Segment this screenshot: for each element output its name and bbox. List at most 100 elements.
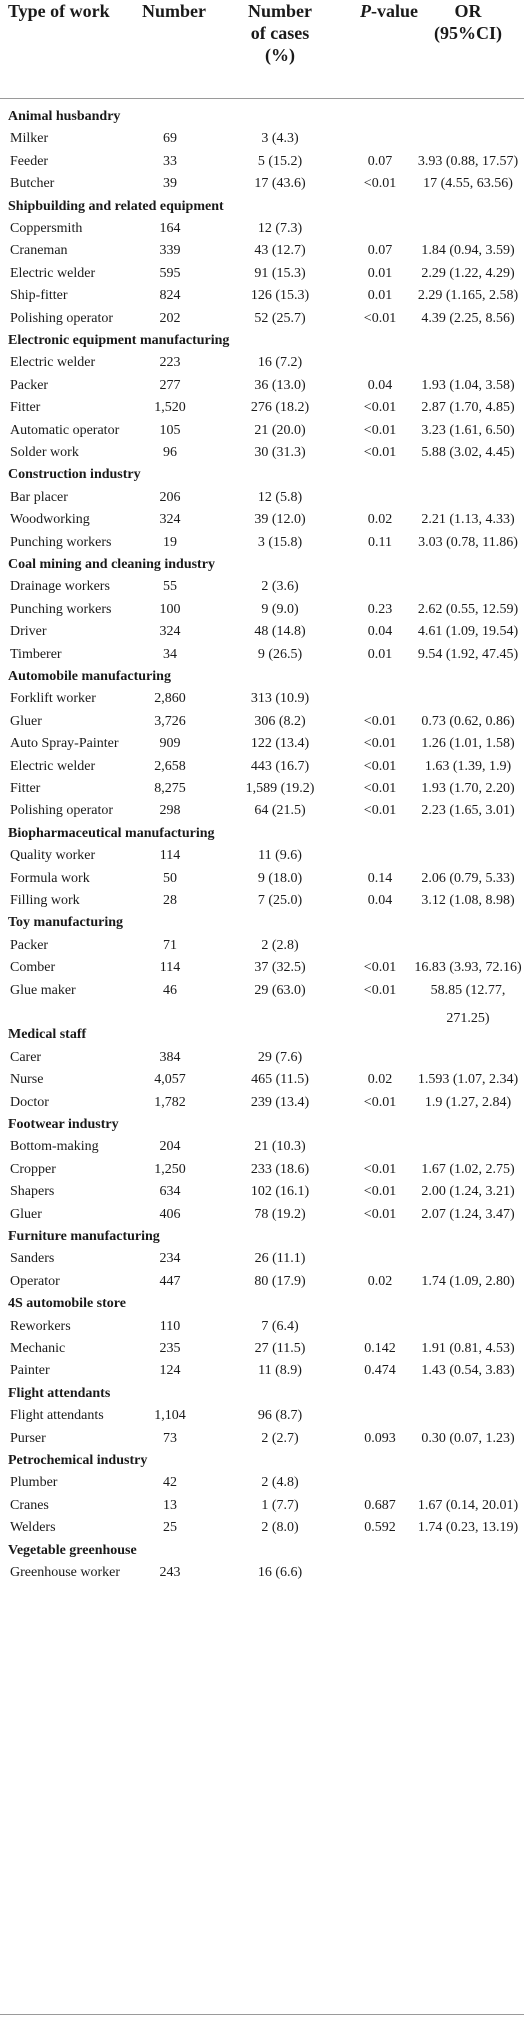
cell-p-value: 0.23	[367, 601, 393, 617]
table-row: Punching workers 100 9 (9.0) 0.23 2.62 (0.55…	[0, 596, 524, 624]
header-or-line2: (95%CI)	[434, 23, 502, 43]
cell-type-of-work: Carer	[10, 1049, 42, 1065]
table-bottom-rule	[0, 2014, 524, 2015]
cell-number-of-cases: 29 (7.6)	[257, 1049, 303, 1065]
cell-type-of-work: Forklift worker	[10, 691, 96, 707]
cell-p-value: 0.04	[367, 377, 393, 393]
cell-number: 39	[163, 176, 177, 192]
cell-number: 100	[159, 601, 181, 617]
cell-type-of-work: Driver	[10, 624, 47, 640]
cell-or: 2.29 (1.165, 2.58)	[417, 288, 519, 304]
cell-number: 46	[163, 982, 177, 998]
cell-or: 9.54 (1.92, 47.45)	[417, 646, 519, 662]
cell-type-of-work: Fitter	[10, 400, 41, 416]
cell-type-of-work: Flight attendants	[10, 1408, 104, 1424]
cell-type-of-work: Punching workers	[10, 534, 112, 550]
cell-type-of-work: Operator	[10, 1273, 60, 1289]
section-title: Shipbuilding and related equipment	[8, 198, 224, 214]
table-row: Polishing operator 298 64 (21.5) <0.01 2.23 …	[0, 797, 524, 825]
cell-number-of-cases: 443 (16.7)	[250, 758, 310, 774]
table-row: Operator 447 80 (17.9) 0.02 1.74 (1.09, 2.80…	[0, 1268, 524, 1296]
cell-number: 69	[163, 131, 177, 147]
cell-number: 33	[163, 153, 177, 169]
section-title: Footwear industry	[8, 1117, 119, 1132]
cell-number-of-cases: 2 (2.8)	[261, 937, 299, 953]
cell-p-value: 0.04	[367, 624, 393, 640]
table-row: Glue maker 46 29 (63.0) <0.01 58.85 (12.77, 2…	[0, 977, 524, 1026]
section-title: Biopharmaceutical manufacturing	[8, 825, 215, 841]
cell-number-of-cases: 306 (8.2)	[254, 713, 306, 729]
cell-type-of-work: Filling work	[10, 893, 80, 908]
cell-or: 1.26 (1.01, 1.58)	[421, 736, 515, 752]
cell-type-of-work: Auto Spray-Painter	[10, 736, 119, 752]
table-row: Greenhouse worker 243 16 (6.6)	[0, 1559, 524, 1587]
section-title: Vegetable greenhouse	[8, 1542, 137, 1558]
cell-or: 1.93 (1.04, 3.58)	[421, 377, 515, 393]
cell-number-of-cases: 2 (4.8)	[261, 1475, 299, 1491]
cell-p-value: <0.01	[363, 803, 397, 819]
cell-or: 1.63 (1.39, 1.9)	[424, 758, 512, 774]
cell-type-of-work: Greenhouse worker	[10, 1565, 121, 1580]
cell-type-of-work: Glue maker	[10, 982, 76, 998]
cell-p-value: <0.01	[363, 1184, 397, 1200]
table-row: Shapers 634 102 (16.1) <0.01 2.00 (1.24, 3.2…	[0, 1178, 524, 1206]
table-row: Automatic operator 105 21 (20.0) <0.01 3.23 …	[0, 417, 524, 445]
cell-number-of-cases: 1,589 (19.2)	[245, 781, 315, 796]
cell-or: 2.23 (1.65, 3.01)	[421, 803, 515, 819]
cell-or: 58.85 (12.77,	[430, 982, 506, 998]
cell-number: 223	[159, 355, 181, 371]
cell-p-value: 0.02	[367, 1273, 393, 1289]
cell-or: 1.74 (1.09, 2.80)	[421, 1273, 515, 1289]
cell-number: 447	[159, 1273, 181, 1289]
cell-number: 1,250	[154, 1161, 186, 1177]
cell-number: 595	[159, 265, 181, 281]
cell-number-of-cases: 36 (13.0)	[254, 377, 306, 393]
cell-type-of-work: Bottom-making	[10, 1139, 99, 1155]
header-number-of-cases: Number of cases (%)	[231, 0, 329, 66]
table-row: Mechanic 235 27 (11.5) 0.142 1.91 (0.81, 4.5…	[0, 1335, 524, 1363]
section-title: Coal mining and cleaning industry	[8, 557, 215, 572]
cell-number: 324	[159, 512, 181, 528]
section-header: Petrochemical industry	[0, 1447, 524, 1475]
cell-p-value: <0.01	[363, 310, 397, 326]
section-title: Construction industry	[8, 467, 141, 483]
cell-type-of-work: Milker	[10, 131, 49, 147]
section-header: Flight attendants	[0, 1380, 524, 1408]
cell-number-of-cases: 27 (11.5)	[254, 1341, 306, 1356]
cell-number: 105	[159, 422, 181, 438]
table-row: Timberer 34 9 (26.5) 0.01 9.54 (1.92, 47.45)	[0, 641, 524, 669]
cell-number-of-cases: 37 (32.5)	[254, 960, 306, 976]
section-header: Electronic equipment manufacturing	[0, 327, 524, 355]
cell-or: 1.593 (1.07, 2.34)	[417, 1072, 519, 1088]
cell-type-of-work: Quality worker	[10, 848, 96, 864]
cell-type-of-work: Plumber	[10, 1475, 58, 1491]
cell-or: 1.84 (0.94, 3.59)	[421, 243, 515, 259]
section-header: 4S automobile store	[0, 1290, 524, 1318]
cell-type-of-work: Bar placer	[10, 489, 68, 505]
cell-type-of-work: Automatic operator	[10, 422, 120, 438]
cell-or: 1.67 (1.02, 2.75)	[421, 1161, 515, 1177]
cell-p-value: <0.01	[363, 400, 397, 416]
section-title: Flight attendants	[8, 1385, 111, 1401]
cell-number: 1,782	[154, 1094, 186, 1110]
cell-p-value: <0.01	[363, 781, 397, 796]
cell-number: 384	[159, 1049, 181, 1065]
table-row: Craneman 339 43 (12.7) 0.07 1.84 (0.94, 3.59…	[0, 237, 524, 265]
cell-number-of-cases: 122 (13.4)	[250, 736, 310, 752]
cell-number: 110	[159, 1318, 181, 1334]
table-row: Fitter 1,520 276 (18.2) <0.01 2.87 (1.70, 4.…	[0, 394, 524, 422]
cell-number: 55	[163, 579, 177, 595]
cell-number: 164	[159, 221, 181, 236]
cell-p-value: <0.01	[363, 758, 397, 774]
cell-type-of-work: Electric welder	[10, 265, 96, 281]
cell-or: 2.29 (1.22, 4.29)	[421, 265, 515, 281]
table-row: Punching workers 19 3 (15.8) 0.11 3.03 (0.78…	[0, 529, 524, 557]
cell-number: 634	[159, 1184, 181, 1200]
cell-number-of-cases: 2 (3.6)	[261, 579, 299, 595]
cell-type-of-work: Feeder	[10, 153, 49, 169]
section-title: Petrochemical industry	[8, 1453, 148, 1468]
cell-number: 243	[159, 1565, 181, 1580]
cell-or: 3.12 (1.08, 8.98)	[421, 893, 515, 908]
cell-or: 16.83 (3.93, 72.16)	[414, 960, 522, 976]
